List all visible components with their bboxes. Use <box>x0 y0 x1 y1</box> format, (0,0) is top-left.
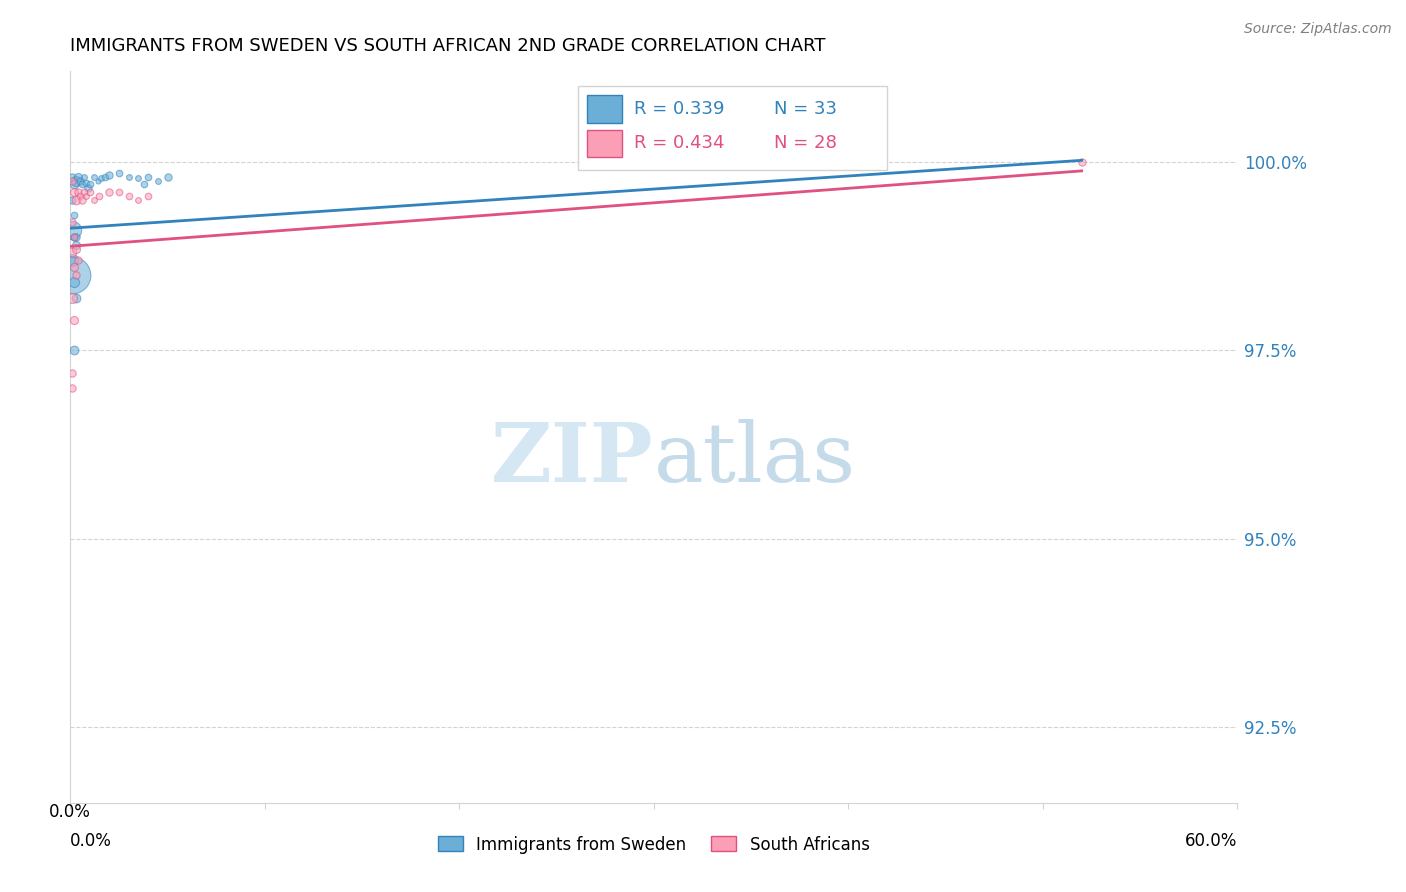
Point <box>65 237 87 252</box>
FancyBboxPatch shape <box>578 86 887 170</box>
Point <box>60 381 83 395</box>
Point <box>76 181 98 195</box>
Point <box>73 185 96 199</box>
Text: ZIP: ZIP <box>491 419 654 499</box>
Point <box>75 188 97 202</box>
Point <box>67 169 90 184</box>
Text: R = 0.434: R = 0.434 <box>634 134 724 152</box>
Point <box>60 245 83 260</box>
Point <box>60 169 83 184</box>
Point <box>65 291 87 305</box>
Point <box>67 252 90 267</box>
Point <box>63 230 86 244</box>
Point <box>65 242 87 256</box>
Point <box>60 174 83 188</box>
Point <box>63 343 86 358</box>
Point <box>108 166 131 180</box>
Point <box>60 215 83 229</box>
Point <box>60 252 83 267</box>
Text: 0.0%: 0.0% <box>49 803 91 821</box>
Point <box>1070 154 1092 169</box>
Point <box>63 313 86 327</box>
Point <box>67 185 90 199</box>
Point <box>65 193 87 207</box>
Point <box>118 188 141 202</box>
Text: atlas: atlas <box>654 419 856 499</box>
Point <box>63 178 86 192</box>
Text: 0.0%: 0.0% <box>70 832 112 850</box>
Point <box>70 178 93 192</box>
Point <box>90 171 112 186</box>
Text: N = 33: N = 33 <box>773 100 837 118</box>
Point <box>60 366 83 380</box>
Point <box>83 169 105 184</box>
Text: 60.0%: 60.0% <box>1185 832 1237 850</box>
Point <box>69 174 91 188</box>
Point <box>136 188 159 202</box>
Point <box>60 291 83 305</box>
Text: IMMIGRANTS FROM SWEDEN VS SOUTH AFRICAN 2ND GRADE CORRELATION CHART: IMMIGRANTS FROM SWEDEN VS SOUTH AFRICAN … <box>70 37 825 54</box>
Point <box>94 169 117 184</box>
Point <box>63 208 86 222</box>
Point <box>156 169 179 184</box>
Point <box>75 176 97 190</box>
Point <box>98 185 121 199</box>
Point <box>60 268 83 282</box>
Point <box>146 174 169 188</box>
Point <box>65 268 87 282</box>
Text: N = 28: N = 28 <box>773 134 837 152</box>
Point <box>63 230 86 244</box>
Point <box>89 188 111 202</box>
FancyBboxPatch shape <box>588 130 623 157</box>
Point <box>70 193 93 207</box>
Point <box>127 193 149 207</box>
Point <box>63 276 86 290</box>
Point <box>63 185 86 199</box>
Point <box>63 260 86 275</box>
Point <box>60 193 83 207</box>
Point <box>79 178 101 192</box>
FancyBboxPatch shape <box>588 95 623 122</box>
Point <box>79 185 101 199</box>
Point <box>118 169 141 184</box>
Point <box>86 174 108 188</box>
Point <box>65 230 87 244</box>
Point <box>108 185 131 199</box>
Legend: Immigrants from Sweden, South Africans: Immigrants from Sweden, South Africans <box>432 829 876 860</box>
Point <box>65 174 87 188</box>
Point <box>136 169 159 184</box>
Point <box>134 178 156 192</box>
Point <box>69 188 91 202</box>
Text: R = 0.339: R = 0.339 <box>634 100 724 118</box>
Text: Source: ZipAtlas.com: Source: ZipAtlas.com <box>1244 22 1392 37</box>
Point <box>73 169 96 184</box>
Point <box>127 171 149 186</box>
Point <box>98 169 121 183</box>
Point <box>83 193 105 207</box>
Point <box>60 223 83 237</box>
